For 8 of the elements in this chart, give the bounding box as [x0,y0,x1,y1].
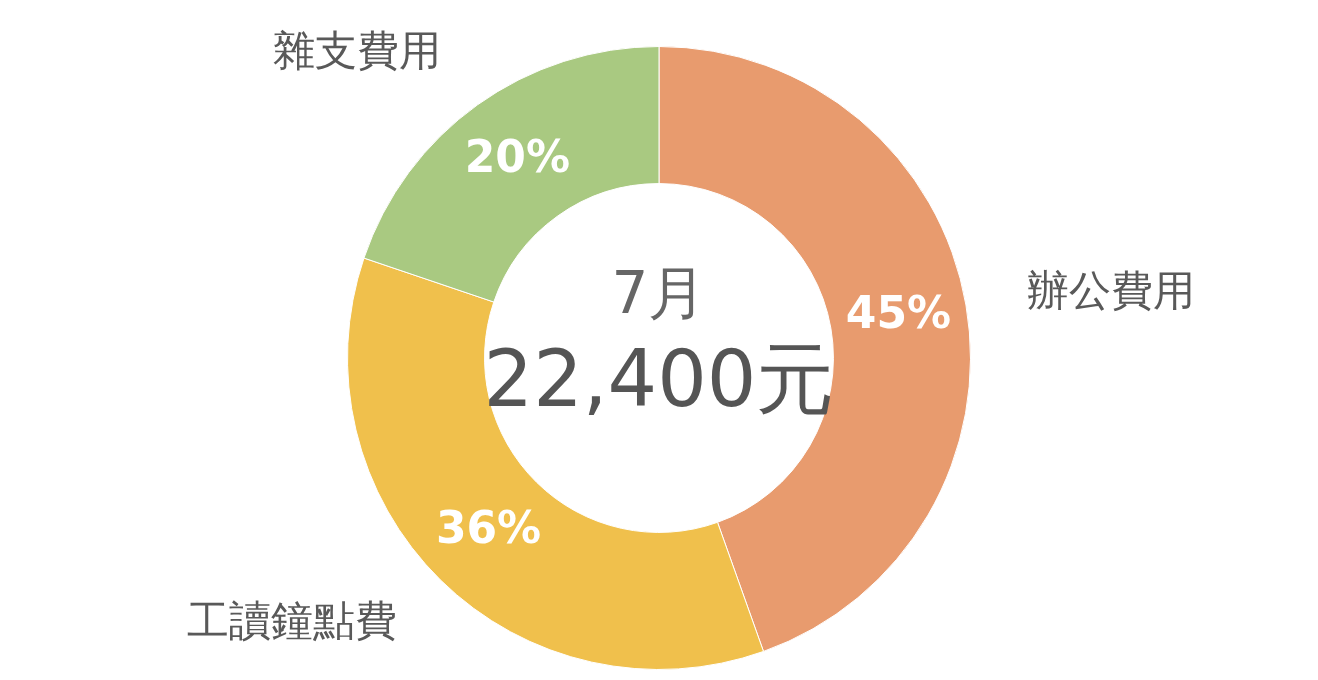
text: 7月 [611,259,707,328]
text: 22,400元 [483,334,835,425]
slice-label: 工讀鐘點費 [186,596,397,646]
data-label: 45% [845,287,952,339]
data-label: 36% [435,501,542,553]
data-label: 20% [464,130,571,182]
slice-label: 辦公費用 [1027,266,1196,316]
slice-label: 雜支費用 [273,26,442,76]
